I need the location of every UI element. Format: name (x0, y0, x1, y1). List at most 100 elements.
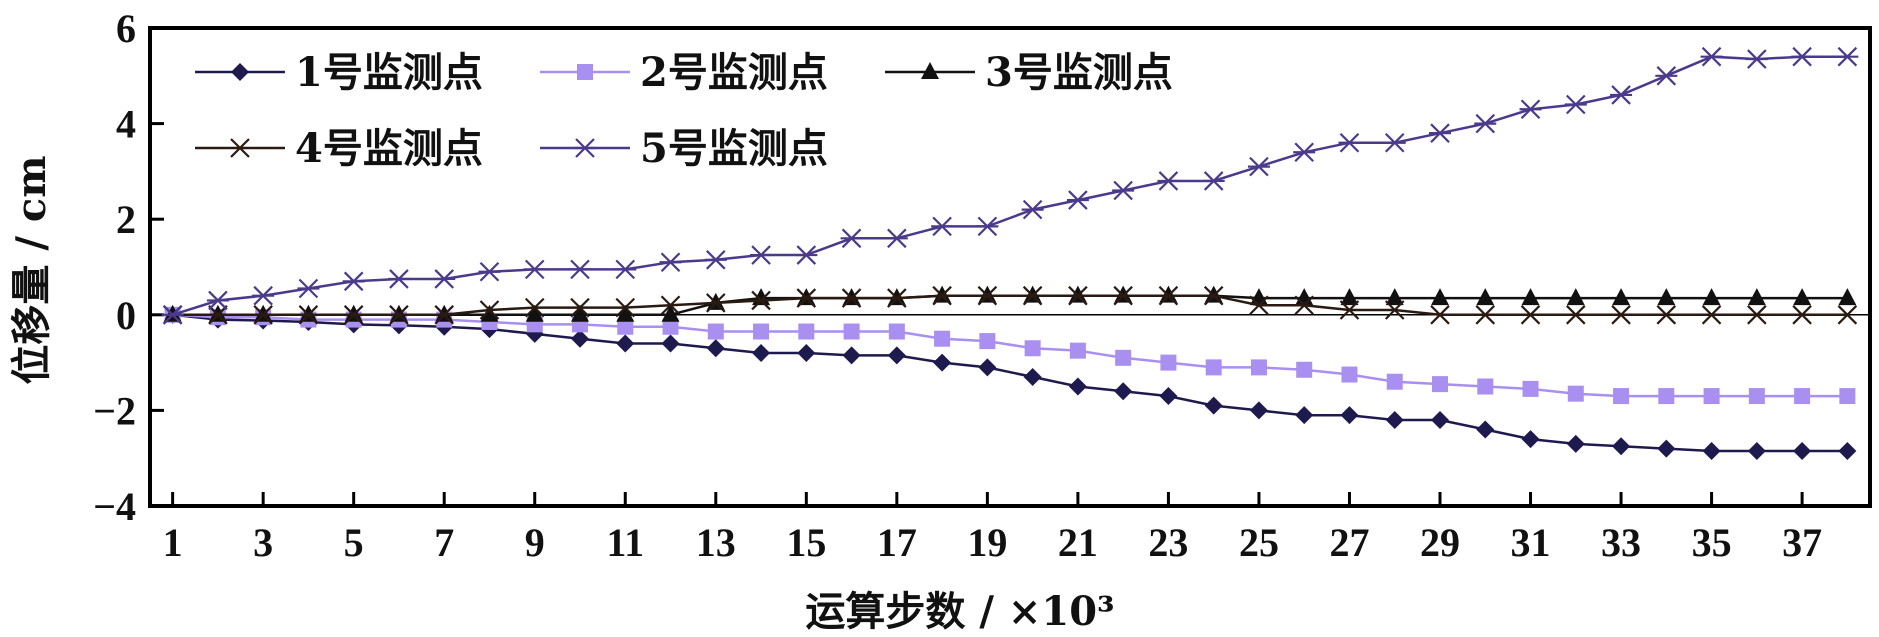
legend-label: 3号监测点 (985, 49, 1173, 96)
series-5-point (885, 228, 908, 249)
marker-stroke (932, 285, 952, 306)
marker-stroke (253, 305, 273, 325)
series-4-point (298, 305, 319, 325)
series-1-point (706, 339, 725, 358)
series-4-point (1430, 305, 1450, 325)
series-1-point (797, 344, 816, 363)
series-5-point (1112, 180, 1135, 201)
legend-label: 2号监测点 (640, 49, 828, 96)
series-5-point (1745, 49, 1768, 69)
legend-marker (231, 63, 249, 81)
series-1-point (1431, 410, 1449, 429)
legend-item-5: 5号监测点 (540, 125, 828, 172)
series-2-point (1160, 354, 1177, 371)
series-5-point (1519, 99, 1542, 120)
legend-item-4: 4号监测点 (195, 125, 483, 172)
series-1-point (1114, 382, 1133, 401)
marker-stroke (1611, 305, 1631, 325)
series-5-point (1021, 199, 1044, 220)
series-5-point (1791, 46, 1814, 67)
series-1-point (1521, 430, 1540, 449)
series-4-point (343, 305, 364, 325)
marker-stroke (841, 288, 862, 308)
series-2-point (1069, 342, 1086, 359)
series-4-point (208, 305, 228, 325)
series-1-point (571, 329, 589, 348)
x-axis-ticks: 1 3 5 7 9 11 13 15 17 19 21 23 25 27 29 31 33 35 37 (163, 492, 1822, 565)
series-4-point (977, 285, 998, 306)
series-4-point (1747, 305, 1767, 325)
x-tick-label: 27 (1329, 520, 1369, 565)
series-2-point (1296, 361, 1313, 378)
series-3-point (752, 288, 771, 306)
y-axis-title: 位移量 / cm (8, 155, 55, 384)
series-5-point (342, 271, 365, 292)
marker-stroke (208, 305, 228, 325)
series-4-point (1520, 305, 1541, 325)
marker-stroke (298, 305, 319, 325)
marker-stroke (1566, 305, 1586, 325)
series-2-point (798, 323, 815, 340)
series-2-point (1477, 378, 1494, 395)
series-2-point (1115, 349, 1132, 366)
series-3-point (1657, 288, 1676, 306)
series-5-point (1655, 66, 1678, 86)
series-5-point (297, 278, 320, 299)
x-tick-label: 37 (1782, 520, 1822, 565)
series-5-point (1293, 142, 1316, 163)
series-4-point (660, 295, 681, 316)
series-3-line (172, 294, 1848, 317)
marker-stroke (1022, 285, 1043, 306)
series-4 (162, 285, 1858, 325)
series-5-point (1202, 171, 1225, 191)
series-3-point (1566, 288, 1585, 306)
marker-stroke (1203, 285, 1224, 306)
series-4-point (570, 297, 590, 318)
marker-stroke (1384, 300, 1405, 320)
plot-frame (148, 26, 1872, 508)
series-4-line (172, 294, 1848, 317)
series-2-point (934, 330, 951, 347)
series-3-point (1612, 288, 1631, 306)
series-5-point (704, 250, 727, 270)
marker-stroke (660, 295, 681, 316)
y-tick-label: 2 (116, 197, 136, 242)
marker-stroke (1430, 305, 1450, 325)
series-2-point (843, 323, 860, 340)
series-2-point (1794, 388, 1811, 405)
legend-label: 5号监测点 (640, 125, 828, 172)
series-5-point (750, 245, 773, 265)
series-5-point (387, 269, 410, 289)
series-5-point (976, 216, 999, 237)
x-tick-label: 29 (1420, 520, 1460, 565)
series-5-point (206, 290, 229, 311)
x-tick-label: 7 (434, 520, 454, 565)
series-5-point (795, 245, 818, 265)
series-5-point (433, 269, 456, 289)
series-1-point (1023, 367, 1042, 386)
series-5-point (1429, 123, 1451, 143)
x-tick-label: 23 (1148, 520, 1188, 565)
series-5-point (478, 262, 501, 282)
marker-stroke (1158, 285, 1179, 306)
series-4-point (706, 293, 726, 313)
y-axis-ticks: −4 −2 0 2 4 6 (93, 6, 164, 529)
series-2-point (979, 333, 996, 350)
series-1-point (1249, 401, 1268, 420)
series-2-point (1386, 373, 1403, 390)
series-1-point (933, 353, 952, 372)
series-3 (163, 285, 1857, 322)
marker-stroke (1837, 305, 1858, 325)
marker-stroke (1701, 305, 1722, 325)
series-2-point (1341, 366, 1358, 383)
legend-marker (577, 64, 593, 80)
series-3-point (480, 304, 499, 322)
x-tick-label: 13 (696, 520, 736, 565)
series-1-point (887, 346, 906, 365)
series-2-point (1250, 359, 1267, 376)
legend-label: 1号监测点 (295, 49, 483, 96)
series-1-point (1340, 406, 1359, 425)
x-tick-label: 33 (1601, 520, 1641, 565)
series-1-point (978, 358, 997, 377)
x-tick-label: 3 (253, 520, 273, 565)
